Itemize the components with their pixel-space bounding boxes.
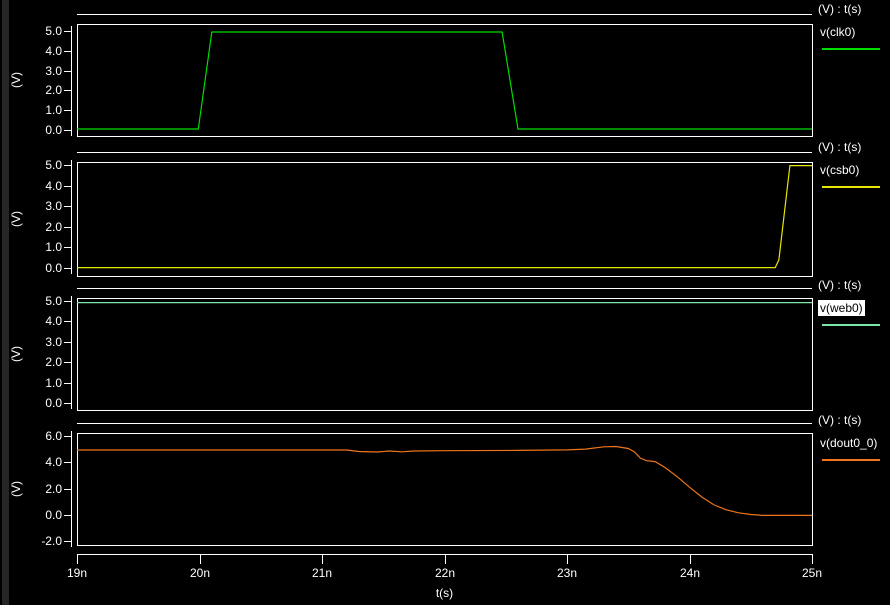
y-tick-label: 0.0 xyxy=(45,396,62,410)
waveform-trace-v(csb0)[interactable] xyxy=(77,165,812,269)
y-tick-label: 3.0 xyxy=(45,199,62,213)
legend-axis-types: (V) : t(s) xyxy=(818,2,862,16)
y-tick-label: 6.0 xyxy=(45,429,62,443)
y-tick-label: 3.0 xyxy=(45,64,62,78)
y-tick-label: 2.0 xyxy=(45,83,62,97)
y-tick-label: 5.0 xyxy=(45,24,62,38)
legend-signal-name-web0[interactable]: v(web0) xyxy=(818,300,865,316)
legend-color-line-clk0 xyxy=(822,48,880,50)
y-tick-label: 4.0 xyxy=(45,455,62,469)
x-tick-label: 19n xyxy=(66,566,88,580)
x-tick-label: 20n xyxy=(189,566,211,580)
y-tick-label: 1.0 xyxy=(45,376,62,390)
waveform-trace-v(clk0)[interactable] xyxy=(77,31,812,130)
legend-axis-types: (V) : t(s) xyxy=(818,140,862,154)
y-tick-label: 4.0 xyxy=(45,314,62,328)
legend-color-line-dout0_0 xyxy=(822,459,880,461)
plot-box xyxy=(77,433,813,546)
x-tick-label: 24n xyxy=(679,566,701,580)
window-left-edge xyxy=(2,0,9,605)
y-tick-label: 1.0 xyxy=(45,103,62,117)
x-tick-label: 21n xyxy=(311,566,333,580)
x-tick-label: 23n xyxy=(556,566,578,580)
x-tick-label: 25n xyxy=(801,566,823,580)
y-tick-label: 0.0 xyxy=(45,261,62,275)
y-tick-label: 0.0 xyxy=(45,123,62,137)
x-axis-title: t(s) xyxy=(435,586,454,600)
y-tick-label: 5.0 xyxy=(45,158,62,172)
x-tick-label: 22n xyxy=(434,566,456,580)
y-tick-label: 4.0 xyxy=(45,44,62,58)
y-tick-label: 3.0 xyxy=(45,335,62,349)
legend-signal-name-clk0[interactable]: v(clk0) xyxy=(820,25,856,39)
y-tick-label: 5.0 xyxy=(45,294,62,308)
legend-signal-name-csb0[interactable]: v(csb0) xyxy=(820,163,860,177)
y-tick-label: 0.0 xyxy=(45,508,62,522)
legend-signal-name-dout0_0[interactable]: v(dout0_0) xyxy=(820,436,878,450)
y-tick-label: 1.0 xyxy=(45,240,62,254)
legend-axis-types: (V) : t(s) xyxy=(818,413,862,427)
y-tick-label: 2.0 xyxy=(45,355,62,369)
y-tick-label: 2.0 xyxy=(45,220,62,234)
legend-axis-types: (V) : t(s) xyxy=(818,278,862,292)
y-tick-label: 2.0 xyxy=(45,482,62,496)
plot-box xyxy=(77,162,813,277)
waveform-trace-v(dout0_0)[interactable] xyxy=(77,445,812,517)
y-tick-label: 4.0 xyxy=(45,179,62,193)
y-tick-label: -2.0 xyxy=(41,534,62,548)
plot-box xyxy=(77,24,813,137)
legend-color-line-csb0 xyxy=(822,186,880,188)
legend-color-line-web0 xyxy=(822,324,880,326)
plot-box xyxy=(77,298,813,411)
